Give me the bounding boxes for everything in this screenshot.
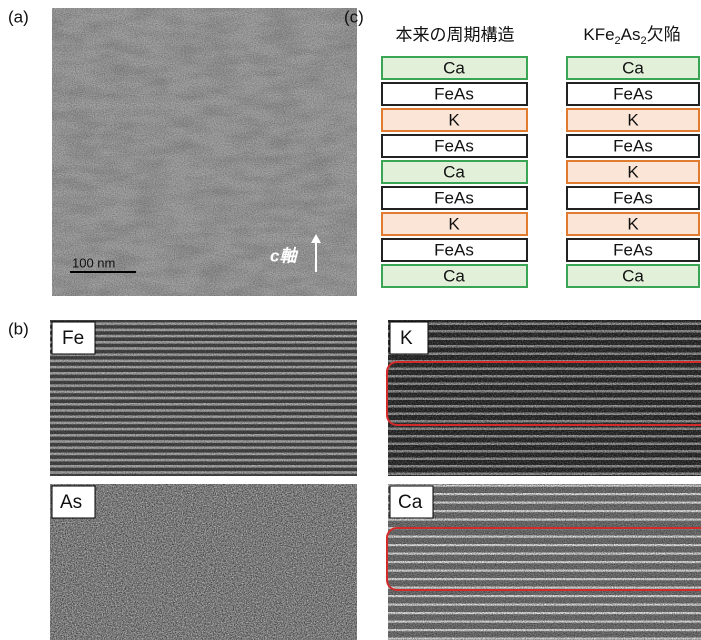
panel-label: (a): [8, 7, 29, 26]
map-label: As: [60, 492, 82, 513]
layer-label: FeAs: [434, 240, 474, 259]
layer-label: Ca: [443, 58, 465, 77]
layer-label: K: [627, 110, 639, 129]
layer-label: FeAs: [613, 84, 653, 103]
column-title: 本来の周期構造: [396, 25, 515, 44]
layer-stacks: Ca FeAs K FeAs Ca FeAs K FeAs Ca Ca FeAs K FeAs K FeAs…: [382, 57, 699, 287]
layer-label: FeAs: [613, 136, 653, 155]
panel-label: (c): [344, 7, 364, 26]
layer-label: K: [448, 110, 460, 129]
tem-image: [52, 8, 357, 296]
layer-label: Ca: [443, 266, 465, 285]
layer-label: FeAs: [613, 188, 653, 207]
layer-label: FeAs: [434, 84, 474, 103]
layer-label: FeAs: [613, 240, 653, 259]
column-title: KFe2As2欠陥: [583, 25, 680, 46]
scale-bar-label: 100 nm: [72, 255, 115, 270]
map-as: [50, 484, 357, 640]
layer-label: FeAs: [434, 188, 474, 207]
layer-label: K: [627, 214, 639, 233]
map-label: Fe: [62, 328, 84, 349]
layer-label: Ca: [622, 58, 644, 77]
layer-label: Ca: [443, 162, 465, 181]
map-ca: [388, 484, 701, 640]
layer-label: FeAs: [434, 136, 474, 155]
figure: (a) 100 nm c軸 (c) 本来の周期構造 KFe2As2欠陥 Ca Fe…: [0, 0, 701, 640]
layer-label: K: [448, 214, 460, 233]
axis-label: c軸: [270, 246, 298, 265]
panel-label: (b): [8, 319, 29, 338]
map-k: [388, 320, 701, 476]
layer-label: K: [627, 162, 639, 181]
map-label: K: [400, 328, 413, 349]
layer-label: Ca: [622, 266, 644, 285]
map-label: Ca: [398, 492, 423, 513]
map-fe: [50, 320, 357, 476]
